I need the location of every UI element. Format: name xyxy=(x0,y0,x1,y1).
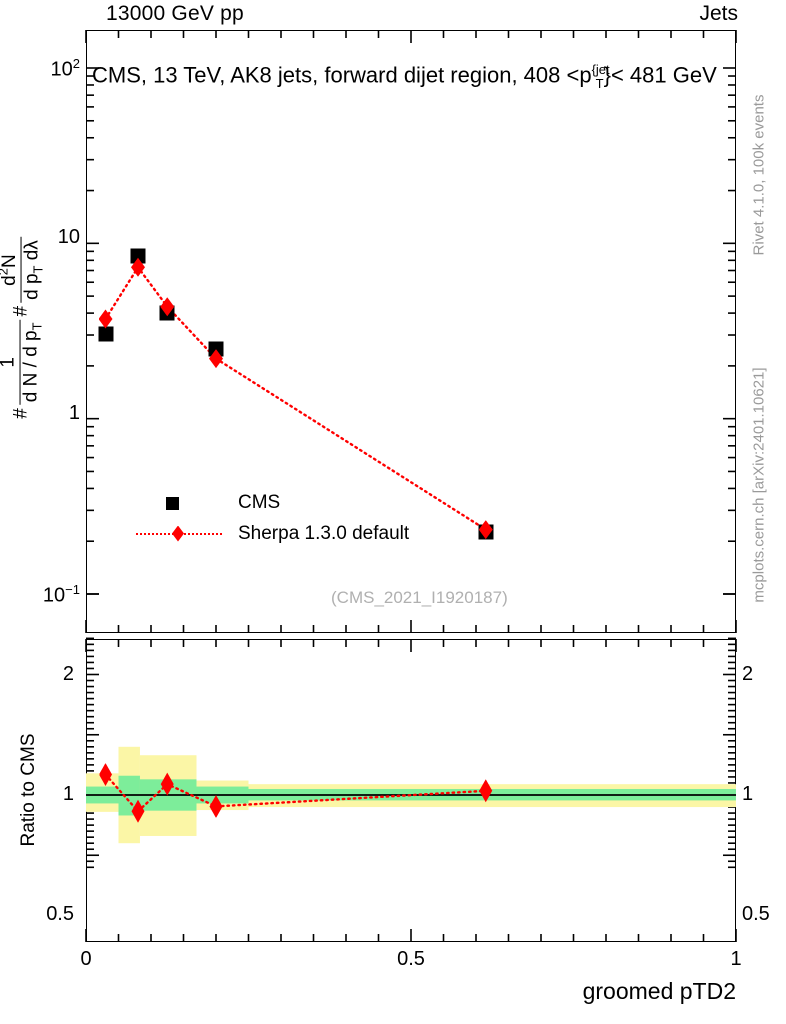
y-title-dpt: d p xyxy=(21,273,43,300)
x-tick-label-0: 0 xyxy=(80,948,92,970)
ratio-point-sherpa xyxy=(160,772,174,796)
y-axis-title: # 1 d N / d pT # d2N d pT dλ xyxy=(0,48,46,608)
data-point-cms xyxy=(98,326,113,342)
ratio-point-sherpa xyxy=(99,763,112,786)
y-title-sup-2: 2 xyxy=(0,268,11,275)
y-title-one: 1 xyxy=(0,357,18,368)
plot-title-sup: {jet xyxy=(591,62,610,77)
y-title-fraction-left: 1 d N / d pT xyxy=(0,319,45,406)
legend-marker-diamond xyxy=(136,524,222,544)
legend-label-cms: CMS xyxy=(238,491,281,513)
data-point-cms xyxy=(208,341,224,357)
y-tick-label-10: 10 xyxy=(57,226,80,248)
data-point-sherpa xyxy=(209,349,223,369)
analysis-id-watermark: (CMS_2021_I1920187) xyxy=(331,588,508,607)
y-tick-label-0p1: 10−1 xyxy=(42,582,80,607)
header-collision-energy: 13000 GeV pp xyxy=(106,2,244,25)
header-analysis-group: Jets xyxy=(699,2,738,25)
legend-item-cms[interactable]: CMS xyxy=(136,487,409,518)
y-title-N: N xyxy=(0,254,20,269)
y-tick-label-100: 102 xyxy=(50,56,80,81)
y-title-dlam: d xyxy=(21,249,43,266)
data-point-sherpa xyxy=(98,309,113,329)
ratio-y-tick-label-2: 2 xyxy=(62,663,74,685)
x-axis-title: groomed pTD2 xyxy=(582,978,736,1004)
y-tick-label-1: 1 xyxy=(68,402,80,424)
ratio-y-tick-label-0p5: 0.5 xyxy=(46,903,74,925)
ratio-y-tick-label-1-right: 1 xyxy=(742,783,754,805)
y-title-sub-t1: T xyxy=(29,322,45,331)
y-title-hash-2: # xyxy=(10,305,32,317)
x-tick-label-1: 1 xyxy=(730,948,742,970)
rivet-version-text: Rivet 4.1.0, 100k events xyxy=(750,94,768,256)
mcplots-reference-annotation: mcplots.cern.ch [arXiv:2401.10621] xyxy=(745,335,773,635)
legend-marker-square xyxy=(136,493,222,513)
ratio-y-tick-label-0p5-right: 0.5 xyxy=(742,903,770,925)
legend-label-sherpa: Sherpa 1.3.0 default xyxy=(238,522,410,544)
ratio-axis-title: Ratio to CMS xyxy=(14,690,44,890)
y-title-dn-dpt: d N / d p xyxy=(20,330,42,403)
ratio-y-tick-label-1: 1 xyxy=(62,783,74,805)
rivet-version-annotation: Rivet 4.1.0, 100k events xyxy=(745,30,773,320)
plot-title-sub: T xyxy=(595,75,604,91)
x-tick-label-0p5: 0.5 xyxy=(397,948,425,970)
data-point-sherpa xyxy=(478,520,493,540)
legend-item-sherpa[interactable]: Sherpa 1.3.0 default xyxy=(136,518,409,549)
ratio-point-sherpa xyxy=(209,794,223,818)
plot-title-tail: }< 481 GeV xyxy=(603,62,717,88)
ratio-y-tick-label-2-right: 2 xyxy=(742,663,754,685)
ratio-point-sherpa xyxy=(479,779,493,803)
data-point-sherpa xyxy=(131,257,145,277)
plot-title: CMS, 13 TeV, AK8 jets, forward dijet reg… xyxy=(92,62,717,91)
ratio-axis-title-text: Ratio to CMS xyxy=(18,733,39,847)
data-point-sherpa xyxy=(160,297,175,317)
legend: CMS Sherpa 1.3.0 default xyxy=(136,487,409,549)
plot-title-text: CMS, 13 TeV, AK8 jets, forward dijet reg… xyxy=(92,62,592,88)
mcplots-reference-text: mcplots.cern.ch [arXiv:2401.10621] xyxy=(750,367,768,603)
data-point-cms xyxy=(130,248,146,264)
ratio-point-sherpa xyxy=(131,799,145,823)
ratio-plot-panel xyxy=(86,639,736,942)
y-title-sub-t2: T xyxy=(30,265,46,274)
y-title-d: d xyxy=(0,275,20,286)
